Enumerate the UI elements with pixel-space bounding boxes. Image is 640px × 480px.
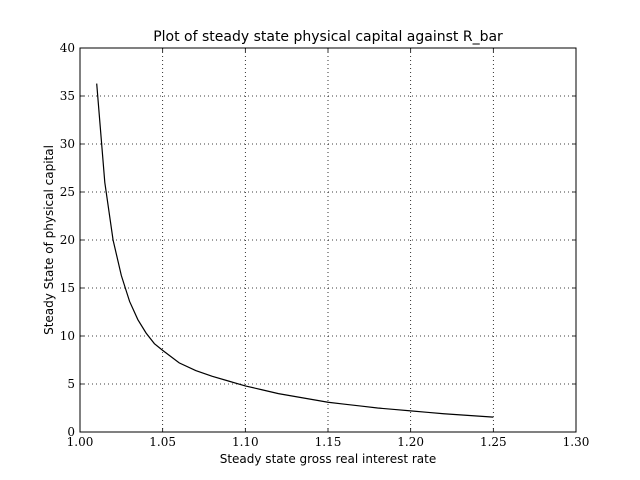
y-tick-label: 35 <box>60 89 75 103</box>
series-layer <box>96 83 494 418</box>
y-tick-label: 0 <box>67 425 75 439</box>
x-tick-label: 1.20 <box>397 435 424 449</box>
chart-title: Plot of steady state physical capital ag… <box>153 29 503 45</box>
x-tick-label: 1.30 <box>563 435 590 449</box>
y-tick-label: 5 <box>67 377 75 391</box>
x-axis-label: Steady state gross real interest rate <box>220 452 437 466</box>
y-tick-label: 40 <box>60 41 75 55</box>
y-tick-labels: 0 5 10 15 20 25 30 35 40 <box>60 41 75 439</box>
y-tick-label: 20 <box>60 233 75 247</box>
x-tick-label: 1.15 <box>315 435 342 449</box>
x-tick-label: 1.05 <box>149 435 176 449</box>
y-axis-label: Steady State of physical capital <box>42 145 56 335</box>
y-tick-label: 10 <box>60 329 75 343</box>
y-tick-label: 30 <box>60 137 75 151</box>
x-tick-labels: 1.00 1.05 1.10 1.15 1.20 1.25 1.30 <box>67 435 590 449</box>
y-tick-label: 25 <box>60 185 75 199</box>
x-tick-label: 1.00 <box>67 435 94 449</box>
x-tick-label: 1.25 <box>480 435 507 449</box>
x-tick-label: 1.10 <box>232 435 259 449</box>
y-tick-label: 15 <box>60 281 75 295</box>
axes-frame <box>79 47 577 433</box>
series-line <box>96 83 494 418</box>
